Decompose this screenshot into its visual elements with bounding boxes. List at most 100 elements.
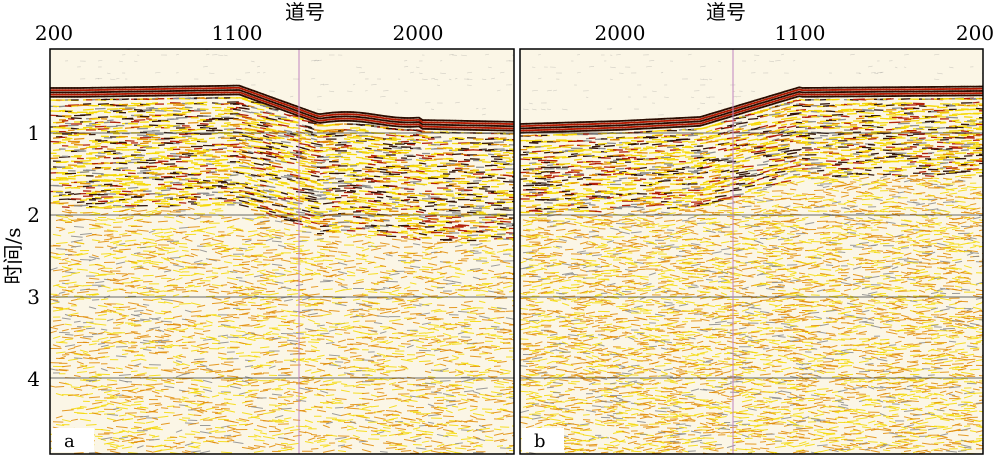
reflector-event [190, 345, 203, 349]
reflector-event [307, 225, 317, 229]
reflector-event [166, 405, 175, 408]
reflector-event [73, 328, 86, 332]
reflector-event [259, 205, 269, 209]
reflector-event [220, 216, 232, 219]
reflector-event [361, 405, 372, 410]
reflector-event [136, 229, 149, 232]
reflector-event [376, 234, 387, 237]
reflector-event [268, 274, 277, 277]
reflector-event [256, 173, 265, 178]
seafloor-reflector [292, 108, 297, 112]
reflector-event [286, 442, 299, 446]
reflector-event [313, 435, 321, 438]
reflector-event [130, 370, 138, 373]
reflector-event [373, 398, 385, 401]
reflector-event [70, 406, 82, 410]
reflector-event [283, 208, 294, 211]
reflector-event [355, 336, 369, 339]
reflector-event [259, 190, 268, 194]
reflector-event [349, 420, 357, 425]
reflector-event [94, 373, 102, 377]
seafloor-reflector [304, 108, 309, 112]
reflector-event [421, 433, 433, 436]
reflector-event [403, 198, 411, 201]
reflector-event [73, 374, 81, 378]
reflector-event [319, 150, 328, 153]
reflector-event [199, 346, 210, 350]
reflector-event [274, 231, 286, 234]
reflector-event [334, 418, 347, 421]
reflector-event [298, 176, 310, 179]
reflector-event [388, 424, 401, 426]
reflector-event [223, 402, 236, 406]
reflector-event [379, 185, 390, 189]
reflector-event [217, 341, 229, 344]
reflector-event [352, 359, 364, 362]
reflector-event [283, 129, 293, 133]
reflector-event [313, 322, 321, 325]
reflector-event [418, 172, 428, 175]
reflector-event [244, 255, 257, 258]
reflector-event [295, 395, 307, 399]
reflector-event [283, 228, 291, 231]
reflector-event [103, 233, 114, 236]
reflector-event [136, 167, 147, 170]
reflector-event [307, 166, 318, 169]
reflector-event [73, 137, 85, 140]
water-speckle [289, 95, 294, 98]
reflector-event [436, 423, 447, 427]
reflector-event [310, 334, 323, 337]
reflector-event [379, 331, 387, 334]
reflector-event [127, 430, 135, 434]
seafloor-reflector [313, 116, 318, 119]
reflector-event [271, 153, 283, 157]
reflector-event [283, 197, 293, 200]
reflector-event [343, 266, 356, 269]
reflector-event [235, 330, 246, 333]
seafloor-reflector [253, 90, 258, 93]
reflector-event [115, 426, 128, 429]
reflector-event [286, 388, 296, 391]
reflector-event [124, 366, 133, 370]
reflector-event [403, 417, 416, 421]
seafloor-reflector [253, 98, 258, 102]
reflector-event [256, 130, 265, 133]
reflector-event [337, 444, 346, 447]
reflector-event [310, 433, 318, 436]
reflector-event [241, 296, 253, 300]
reflector-event [307, 293, 320, 296]
reflector-event [88, 122, 97, 125]
reflector-event [379, 340, 389, 343]
reflector-event [175, 220, 183, 224]
reflector-event [412, 254, 424, 257]
reflector-event [268, 365, 276, 369]
reflector-event [256, 124, 269, 128]
reflector-event [433, 337, 441, 341]
reflector-event [352, 281, 364, 285]
reflector-event [352, 434, 361, 439]
seafloor-reflector [259, 92, 264, 96]
reflector-event [73, 219, 86, 223]
reflector-event [211, 267, 221, 270]
reflector-event [241, 161, 250, 165]
reflector-event [115, 250, 124, 253]
reflector-event [118, 306, 131, 309]
reflector-event [88, 256, 100, 260]
reflector-event [178, 344, 187, 347]
reflector-event [358, 404, 367, 407]
reflector-event [61, 328, 69, 332]
reflector-event [199, 165, 208, 167]
reflector-event [175, 231, 187, 234]
reflector-event [52, 244, 60, 247]
reflector-event [109, 310, 117, 312]
reflector-event [136, 417, 147, 421]
reflector-event [199, 385, 212, 389]
reflector-event [238, 152, 246, 157]
reflector-event [292, 222, 304, 226]
reflector-event [229, 255, 241, 257]
reflector-event [88, 374, 101, 378]
reflector-event [376, 359, 386, 361]
reflector-event [385, 421, 394, 424]
reflector-event [412, 304, 422, 307]
water-speckle [313, 60, 320, 62]
